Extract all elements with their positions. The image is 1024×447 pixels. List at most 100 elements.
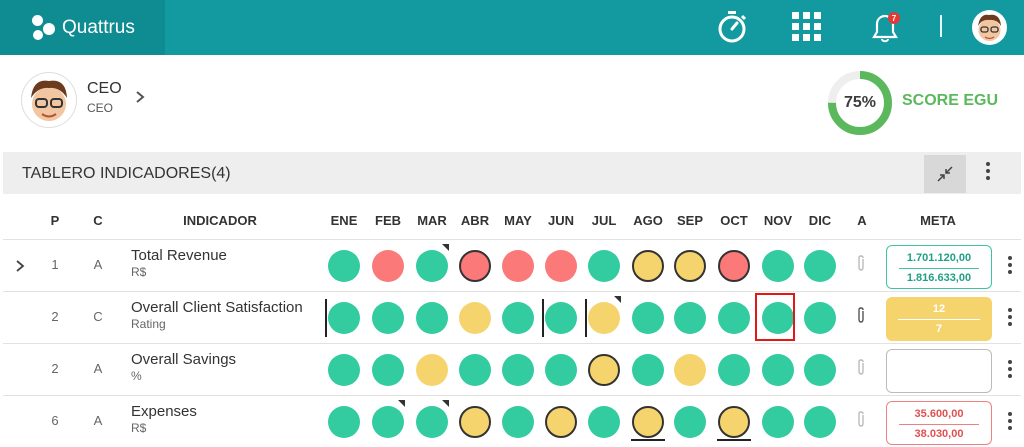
status-dot[interactable] xyxy=(804,354,836,386)
col-header-a[interactable]: A xyxy=(857,213,867,228)
status-dot[interactable] xyxy=(762,302,794,334)
status-dot[interactable] xyxy=(718,302,750,334)
col-header-month[interactable]: AGO xyxy=(633,213,663,228)
status-dot[interactable] xyxy=(674,250,706,282)
col-header-month[interactable]: ABR xyxy=(460,213,490,228)
status-dot[interactable] xyxy=(588,406,620,438)
indicator-name[interactable]: Overall Client Satisfaction xyxy=(131,299,303,316)
status-dot[interactable] xyxy=(416,302,448,334)
user-avatar[interactable] xyxy=(972,10,1007,45)
meta-target: 12 xyxy=(932,303,946,315)
indicator-name[interactable]: Overall Savings xyxy=(131,351,237,368)
status-dot[interactable] xyxy=(588,302,620,334)
status-dot[interactable] xyxy=(674,354,706,386)
col-header-month[interactable]: OCT xyxy=(720,213,748,228)
status-dot[interactable] xyxy=(545,250,577,282)
col-header-month[interactable]: NOV xyxy=(763,213,793,228)
meta-box[interactable]: 35.600,00 38.030,00 xyxy=(886,401,992,445)
bar-marker xyxy=(325,299,327,337)
status-dot[interactable] xyxy=(416,354,448,386)
status-dot[interactable] xyxy=(459,250,491,282)
paperclip-icon[interactable] xyxy=(855,254,867,276)
brand[interactable]: Quattrus xyxy=(0,0,165,55)
status-dot[interactable] xyxy=(459,354,491,386)
status-dot[interactable] xyxy=(416,406,448,438)
status-dot[interactable] xyxy=(459,406,491,438)
comment-flag-icon xyxy=(398,400,405,407)
chevron-right-icon[interactable] xyxy=(135,90,145,109)
status-dot[interactable] xyxy=(588,250,620,282)
apps-grid-icon[interactable] xyxy=(791,10,823,44)
meta-box[interactable]: 1.701.120,00 1.816.633,00 xyxy=(886,245,992,289)
col-header-month[interactable]: JUN xyxy=(547,213,575,228)
row-menu-icon[interactable] xyxy=(1008,412,1012,430)
status-dot[interactable] xyxy=(762,406,794,438)
row-menu-icon[interactable] xyxy=(1008,256,1012,274)
indicator-name[interactable]: Expenses xyxy=(131,403,197,420)
collapse-button[interactable] xyxy=(924,155,966,193)
col-header-indicator[interactable]: INDICADOR xyxy=(183,213,257,228)
meta-box[interactable]: 12 7 xyxy=(886,297,992,341)
col-header-meta[interactable]: META xyxy=(920,213,956,228)
paperclip-icon[interactable] xyxy=(855,306,867,328)
status-dot[interactable] xyxy=(502,302,534,334)
status-dot[interactable] xyxy=(502,406,534,438)
status-dot[interactable] xyxy=(632,354,664,386)
status-dot[interactable] xyxy=(328,406,360,438)
status-dot[interactable] xyxy=(674,406,706,438)
meta-divider xyxy=(899,424,979,425)
paperclip-icon[interactable] xyxy=(855,410,867,432)
stopwatch-icon[interactable] xyxy=(716,10,748,44)
expand-row-icon[interactable] xyxy=(15,259,25,278)
status-dot[interactable] xyxy=(328,250,360,282)
status-dot[interactable] xyxy=(718,406,750,438)
status-dot[interactable] xyxy=(804,302,836,334)
status-dot[interactable] xyxy=(328,354,360,386)
status-dot[interactable] xyxy=(545,406,577,438)
col-header-month[interactable]: MAR xyxy=(417,213,447,228)
col-header-c[interactable]: C xyxy=(93,213,103,228)
paperclip-icon[interactable] xyxy=(855,358,867,380)
status-dot[interactable] xyxy=(632,406,664,438)
notification-bell-icon[interactable]: 7 xyxy=(868,10,902,44)
status-dot[interactable] xyxy=(718,354,750,386)
col-header-p[interactable]: P xyxy=(50,213,60,228)
panel-title: TABLERO INDICADORES(4) xyxy=(22,165,231,182)
status-dot[interactable] xyxy=(502,354,534,386)
profile-avatar[interactable] xyxy=(22,73,76,127)
status-dot[interactable] xyxy=(588,354,620,386)
row-menu-icon[interactable] xyxy=(1008,308,1012,326)
col-header-month[interactable]: DIC xyxy=(808,213,832,228)
status-dot[interactable] xyxy=(632,250,664,282)
status-dot[interactable] xyxy=(372,302,404,334)
status-dot[interactable] xyxy=(804,406,836,438)
status-dot[interactable] xyxy=(804,250,836,282)
col-header-month[interactable]: FEB xyxy=(375,213,401,228)
col-header-month[interactable]: JUL xyxy=(591,213,617,228)
status-dot[interactable] xyxy=(372,354,404,386)
row-divider xyxy=(3,239,1021,240)
status-dot[interactable] xyxy=(545,302,577,334)
status-dot[interactable] xyxy=(502,250,534,282)
status-dot[interactable] xyxy=(762,354,794,386)
status-dot[interactable] xyxy=(459,302,491,334)
col-header-month[interactable]: ENE xyxy=(330,213,358,228)
row-divider xyxy=(3,291,1021,292)
status-dot[interactable] xyxy=(718,250,750,282)
indicator-name[interactable]: Total Revenue xyxy=(131,247,227,264)
panel-menu-icon[interactable] xyxy=(986,162,990,180)
status-dot[interactable] xyxy=(762,250,794,282)
status-dot[interactable] xyxy=(632,302,664,334)
row-menu-icon[interactable] xyxy=(1008,360,1012,378)
status-dot[interactable] xyxy=(545,354,577,386)
status-dot[interactable] xyxy=(372,406,404,438)
score-percent: 75% xyxy=(843,94,877,111)
col-header-month[interactable]: MAY xyxy=(504,213,532,228)
status-dot[interactable] xyxy=(416,250,448,282)
meta-box[interactable] xyxy=(886,349,992,393)
status-dot[interactable] xyxy=(674,302,706,334)
top-bar xyxy=(0,0,1024,55)
status-dot[interactable] xyxy=(328,302,360,334)
status-dot[interactable] xyxy=(372,250,404,282)
col-header-month[interactable]: SEP xyxy=(676,213,704,228)
